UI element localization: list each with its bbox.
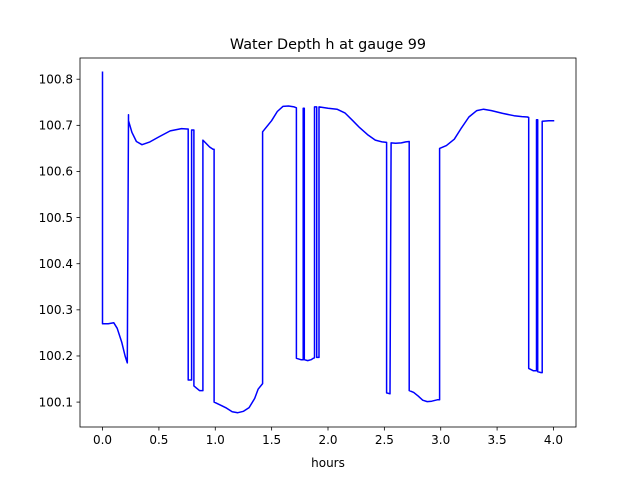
y-axis: 100.1 100.2 100.3 100.4 100.5 100.6 100.7 100.8: [39, 72, 80, 409]
y-tick-label: 100.3: [39, 303, 73, 317]
x-tick-label: 4.0: [544, 433, 563, 447]
series-line: [101, 71, 555, 414]
y-tick-label: 100.2: [39, 349, 73, 363]
x-tick-label: 3.5: [488, 433, 507, 447]
plot-area: [80, 58, 576, 427]
y-tick-label: 100.8: [39, 72, 73, 86]
plot-content: [101, 71, 555, 414]
x-tick-label: 0.0: [93, 433, 112, 447]
y-tick-label: 100.7: [39, 119, 73, 133]
x-axis-label: hours: [311, 456, 345, 470]
y-tick-label: 100.6: [39, 165, 73, 179]
x-axis: 0.0 0.5 1.0 1.5 2.0 2.5 3.0 3.5 4.0: [93, 427, 563, 447]
y-tick-label: 100.1: [39, 395, 73, 409]
y-tick-label: 100.5: [39, 211, 73, 225]
y-tick-label: 100.4: [39, 257, 73, 271]
x-tick-label: 2.5: [375, 433, 394, 447]
x-tick-label: 1.0: [206, 433, 225, 447]
chart-title: Water Depth h at gauge 99: [230, 37, 426, 53]
x-tick-label: 1.5: [262, 433, 281, 447]
x-tick-label: 0.5: [149, 433, 168, 447]
x-tick-label: 2.0: [318, 433, 337, 447]
x-tick-label: 3.0: [431, 433, 450, 447]
